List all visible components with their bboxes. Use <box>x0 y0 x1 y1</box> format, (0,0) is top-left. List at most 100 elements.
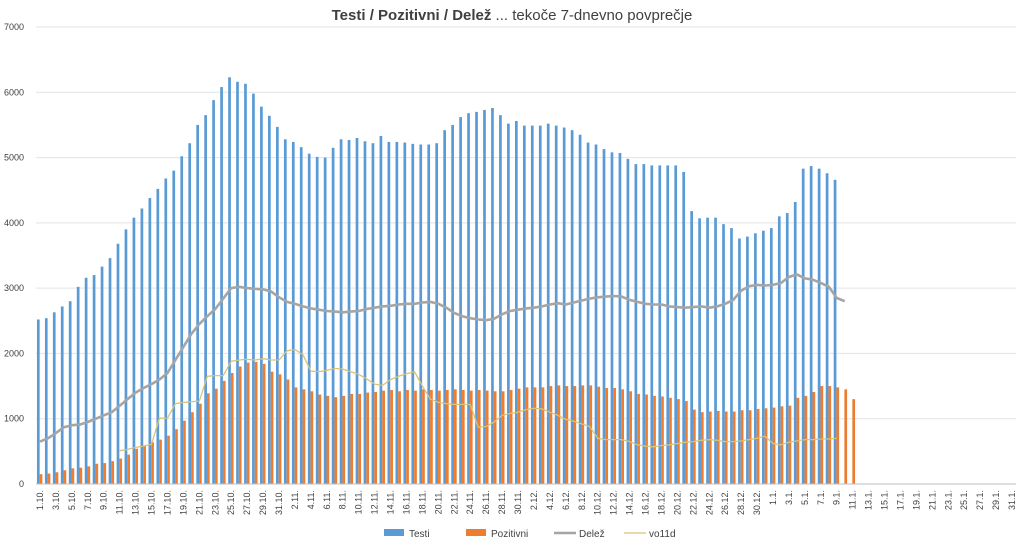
x-tick-label: 2.11. <box>290 490 300 509</box>
bar-testi <box>331 147 335 484</box>
bar-pozitivni <box>71 468 75 484</box>
bar-testi <box>108 258 112 484</box>
x-tick-label: 1.10. <box>35 490 45 510</box>
bar-pozitivni <box>438 390 441 484</box>
bar-pozitivni <box>111 461 115 484</box>
x-tick-label: 23.1. <box>943 490 953 510</box>
x-tick-label: 16.12. <box>641 490 651 515</box>
y-tick-label: 5000 <box>4 153 24 163</box>
x-tick-label: 29.1. <box>991 490 1001 510</box>
y-tick-label: 7000 <box>4 22 24 32</box>
bar-testi <box>658 165 662 485</box>
x-tick-label: 6.12. <box>561 490 571 510</box>
x-tick-label: 22.11. <box>449 490 459 514</box>
bar-testi <box>754 233 757 484</box>
bar-testi <box>522 125 526 485</box>
bar-pozitivni <box>374 391 378 484</box>
bar-pozitivni <box>740 410 744 484</box>
x-tick-label: 19.1. <box>911 490 921 510</box>
bar-testi <box>76 286 80 484</box>
x-axis: 1.10. 3.10. 5.10. 7.10. 9.10. 11.10. 13.10. 15.… <box>35 490 1017 515</box>
x-tick-label: 28.11. <box>497 490 507 514</box>
bar-testi <box>825 173 829 485</box>
bar-pozitivni <box>366 392 370 484</box>
bar-pozitivni <box>724 411 728 484</box>
bar-testi <box>52 312 56 484</box>
bar-testi <box>793 201 797 485</box>
bar-pozitivni <box>390 389 393 484</box>
bar-testi <box>467 113 470 485</box>
chart-title-rest: ... tekoče 7-dnevno povprečje <box>491 7 692 24</box>
bar-pozitivni <box>581 385 585 484</box>
bar-testi <box>427 144 431 484</box>
bar-pozitivni <box>294 387 298 484</box>
x-tick-label: 15.1. <box>880 490 890 510</box>
bar-pozitivni <box>692 409 696 484</box>
bar-testi <box>403 142 407 484</box>
bar-testi <box>260 106 263 485</box>
bar-pozitivni <box>565 386 569 484</box>
x-tick-label: 31.10. <box>274 490 284 515</box>
y-tick-label: 4000 <box>4 218 24 228</box>
x-tick-label: 14.12. <box>625 490 635 515</box>
legend-label: Pozitivni <box>491 529 528 540</box>
bar-pozitivni <box>446 389 449 484</box>
x-tick-label: 7.10. <box>83 490 93 510</box>
x-tick-label: 12.11. <box>370 490 380 514</box>
bar-pozitivni <box>844 389 848 484</box>
legend-label: Testi <box>409 529 430 540</box>
bar-testi <box>291 141 295 484</box>
line-vo11d <box>119 348 837 452</box>
bar-testi <box>419 144 423 484</box>
bar-pozitivni <box>517 388 521 484</box>
x-tick-label: 10.11. <box>354 490 364 514</box>
x-tick-label: 16.11. <box>402 490 412 514</box>
x-tick-label: 9.1. <box>832 490 842 505</box>
bar-pozitivni <box>469 390 473 484</box>
bar-testi <box>491 107 494 484</box>
bar-testi <box>124 229 128 484</box>
x-tick-label: 1.1. <box>768 490 778 505</box>
bar-pozitivni <box>270 371 274 484</box>
bar-testi <box>180 156 184 484</box>
bar-testi <box>507 123 510 484</box>
x-tick-label: 30.11. <box>513 490 523 514</box>
x-tick-label: 13.10. <box>131 490 141 515</box>
bar-pozitivni <box>398 391 401 484</box>
bar-testi <box>196 124 200 484</box>
x-tick-label: 7.1. <box>816 490 826 505</box>
bar-pozitivni <box>422 389 425 484</box>
bar-testi <box>299 147 303 484</box>
x-tick-label: 20.12. <box>672 490 682 515</box>
bar-testi <box>722 224 725 485</box>
bar-testi <box>475 111 478 484</box>
bar-pozitivni <box>509 389 513 484</box>
chart-title-bold: Testi / Pozitivni / Delež <box>332 7 492 24</box>
x-tick-label: 19.10. <box>178 490 188 515</box>
x-tick-label: 21.10. <box>194 490 204 515</box>
x-tick-label: 8.11. <box>338 490 348 509</box>
bar-pozitivni <box>661 396 664 484</box>
bar-pozitivni <box>645 394 648 484</box>
x-tick-label: 25.10. <box>226 490 236 515</box>
bar-testi <box>60 306 64 484</box>
y-tick-label: 1000 <box>4 414 24 424</box>
x-tick-label: 12.12. <box>609 490 619 515</box>
bar-pozitivni <box>358 393 362 484</box>
bar-pozitivni <box>605 388 609 484</box>
bar-testi <box>435 143 439 485</box>
bar-pozitivni <box>700 412 704 484</box>
bar-pozitivni <box>47 473 51 484</box>
bar-pozitivni <box>199 403 202 484</box>
bar-pozitivni <box>79 467 83 484</box>
bar-pozitivni <box>677 399 680 484</box>
bar-pozitivni <box>230 373 234 484</box>
bar-pozitivni <box>406 389 409 484</box>
bar-pozitivni <box>167 435 170 484</box>
bar-pozitivni <box>820 386 824 484</box>
y-tick-label: 0 <box>19 479 24 489</box>
x-tick-label: 24.12. <box>704 490 714 515</box>
x-tick-label: 13.1. <box>864 490 874 510</box>
bar-pozitivni <box>836 387 840 484</box>
bar-testi <box>578 134 582 484</box>
